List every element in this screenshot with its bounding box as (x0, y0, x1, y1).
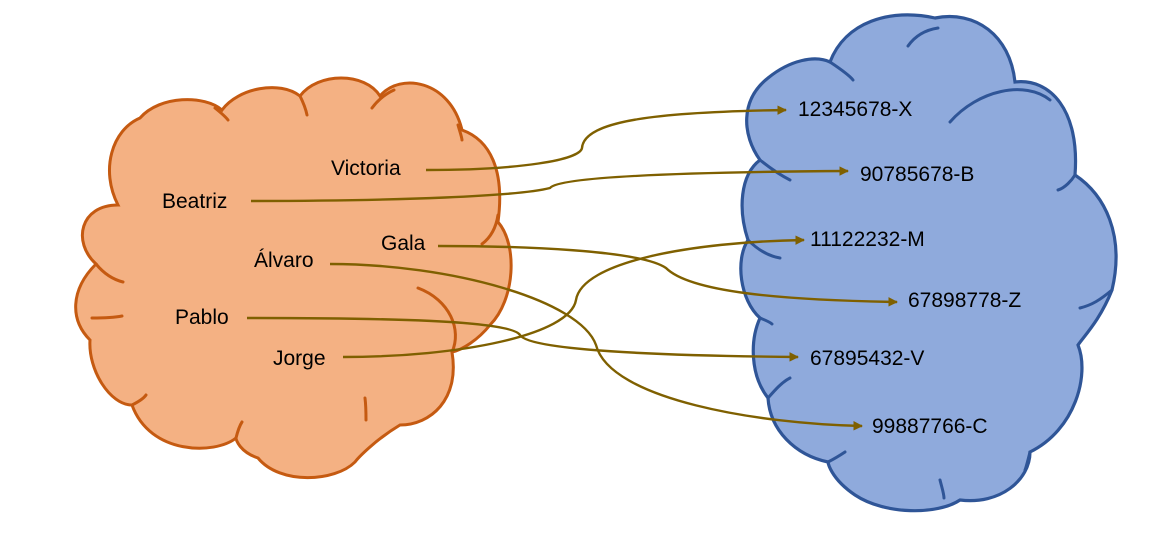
id-label-99887766-c: 99887766-C (872, 415, 988, 438)
names-cloud-inner-arc (234, 420, 244, 440)
names-cloud-inner-arc (94, 262, 125, 284)
connector-alvaro-99887766-c (329, 262, 863, 431)
names-cloud-inner-arc (480, 213, 500, 246)
names-cloud-inner-arc (416, 286, 457, 354)
id-label-67898778-z: 67898778-Z (908, 289, 1021, 312)
connector-jorge-11122232-m (342, 235, 805, 359)
ids-cloud-inner-arc (758, 316, 774, 326)
names-cloud-inner-arc (370, 88, 396, 110)
name-labels: Victoria Beatriz Gala Álvaro Pablo Jorge (162, 157, 426, 370)
id-labels: 12345678-X 90785678-B 11122232-M 6789877… (798, 98, 1021, 438)
ids-cloud-inner-arc (1078, 288, 1114, 310)
names-cloud-inner-arc (456, 123, 464, 142)
id-label-11122232-m: 11122232-M (810, 228, 925, 251)
ids-cloud (739, 13, 1118, 513)
name-label-jorge: Jorge (273, 347, 326, 370)
names-cloud (74, 76, 513, 480)
id-label-90785678-b: 90785678-B (860, 163, 974, 186)
name-label-pablo: Pablo (175, 306, 229, 329)
names-cloud-inner-arc (363, 396, 368, 422)
ids-cloud-inner-arc (1056, 173, 1077, 192)
name-label-beatriz: Beatriz (162, 190, 227, 213)
name-label-gala: Gala (381, 232, 426, 255)
ids-cloud-inner-arc (828, 60, 855, 82)
id-label-12345678-x: 12345678-X (798, 98, 912, 121)
connectors (246, 105, 898, 431)
name-label-victoria: Victoria (331, 157, 401, 180)
name-label-alvaro: Álvaro (254, 249, 314, 272)
ids-cloud-inner-arc (938, 478, 946, 500)
names-cloud-inner-arc (90, 314, 124, 320)
connector-beatriz-90785678-b (250, 166, 849, 203)
names-cloud-shape (74, 76, 513, 480)
connector-victoria-12345678-x (425, 105, 787, 172)
connector-gala-67898778-z (437, 244, 898, 307)
ids-cloud-inner-arc (906, 26, 940, 48)
names-cloud-inner-arc (298, 94, 309, 117)
id-label-67895432-v: 67895432-V (810, 347, 924, 370)
names-cloud-inner-arc (130, 393, 148, 407)
ids-cloud-inner-arc (1023, 450, 1032, 472)
connector-pablo-67895432-v (246, 316, 799, 362)
names-cloud-inner-arc (213, 106, 230, 122)
ids-cloud-inner-arc (948, 88, 1052, 124)
ids-cloud-inner-arc (766, 376, 792, 400)
ids-cloud-inner-arc (826, 450, 847, 464)
